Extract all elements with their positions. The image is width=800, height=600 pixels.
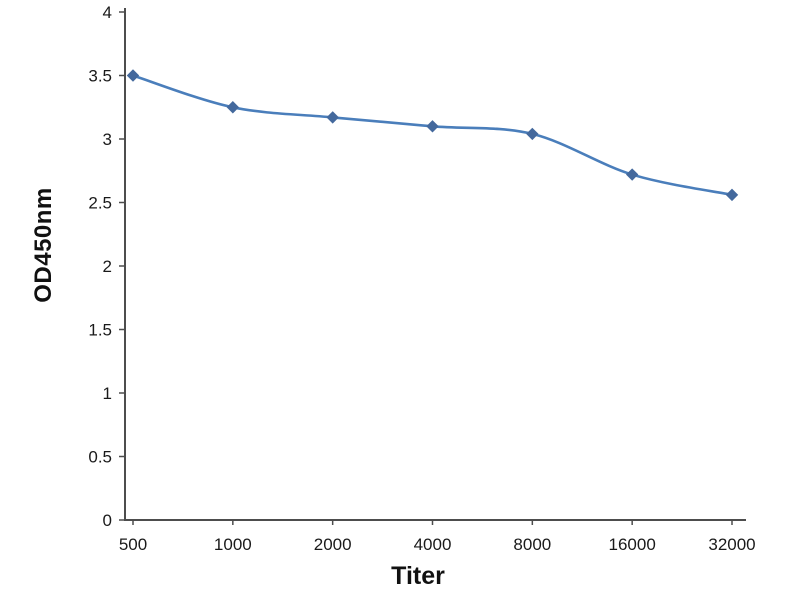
data-point-marker: [226, 101, 240, 114]
y-tick-label: 0.5: [88, 448, 112, 467]
x-tick-label: 2000: [314, 535, 352, 554]
x-tick-label: 1000: [214, 535, 252, 554]
x-tick-label: 4000: [414, 535, 452, 554]
y-tick-label: 3.5: [88, 67, 112, 86]
series-line: [131, 74, 734, 197]
x-tick-label: 32000: [708, 535, 755, 554]
data-point-marker: [126, 69, 140, 82]
data-point-marker: [625, 168, 639, 181]
y-tick-label: 0: [103, 511, 112, 530]
y-tick-label: 3: [103, 130, 112, 149]
x-axis-title: Titer: [391, 562, 445, 590]
x-tick-label: 500: [119, 535, 147, 554]
x-tick-label: 8000: [513, 535, 551, 554]
data-point-marker: [526, 127, 539, 141]
y-tick-label: 1.5: [88, 321, 112, 340]
y-tick-label: 2.5: [88, 194, 112, 213]
data-point-marker: [725, 188, 739, 202]
y-tick-label: 1: [103, 384, 112, 403]
x-tick-label: 16000: [609, 535, 656, 554]
y-tick-label: 2: [103, 257, 112, 276]
data-point-marker: [326, 111, 339, 124]
y-tick-label: 4: [103, 3, 112, 22]
y-axis-title: OD450nm: [30, 187, 57, 303]
data-point-marker: [426, 120, 439, 133]
